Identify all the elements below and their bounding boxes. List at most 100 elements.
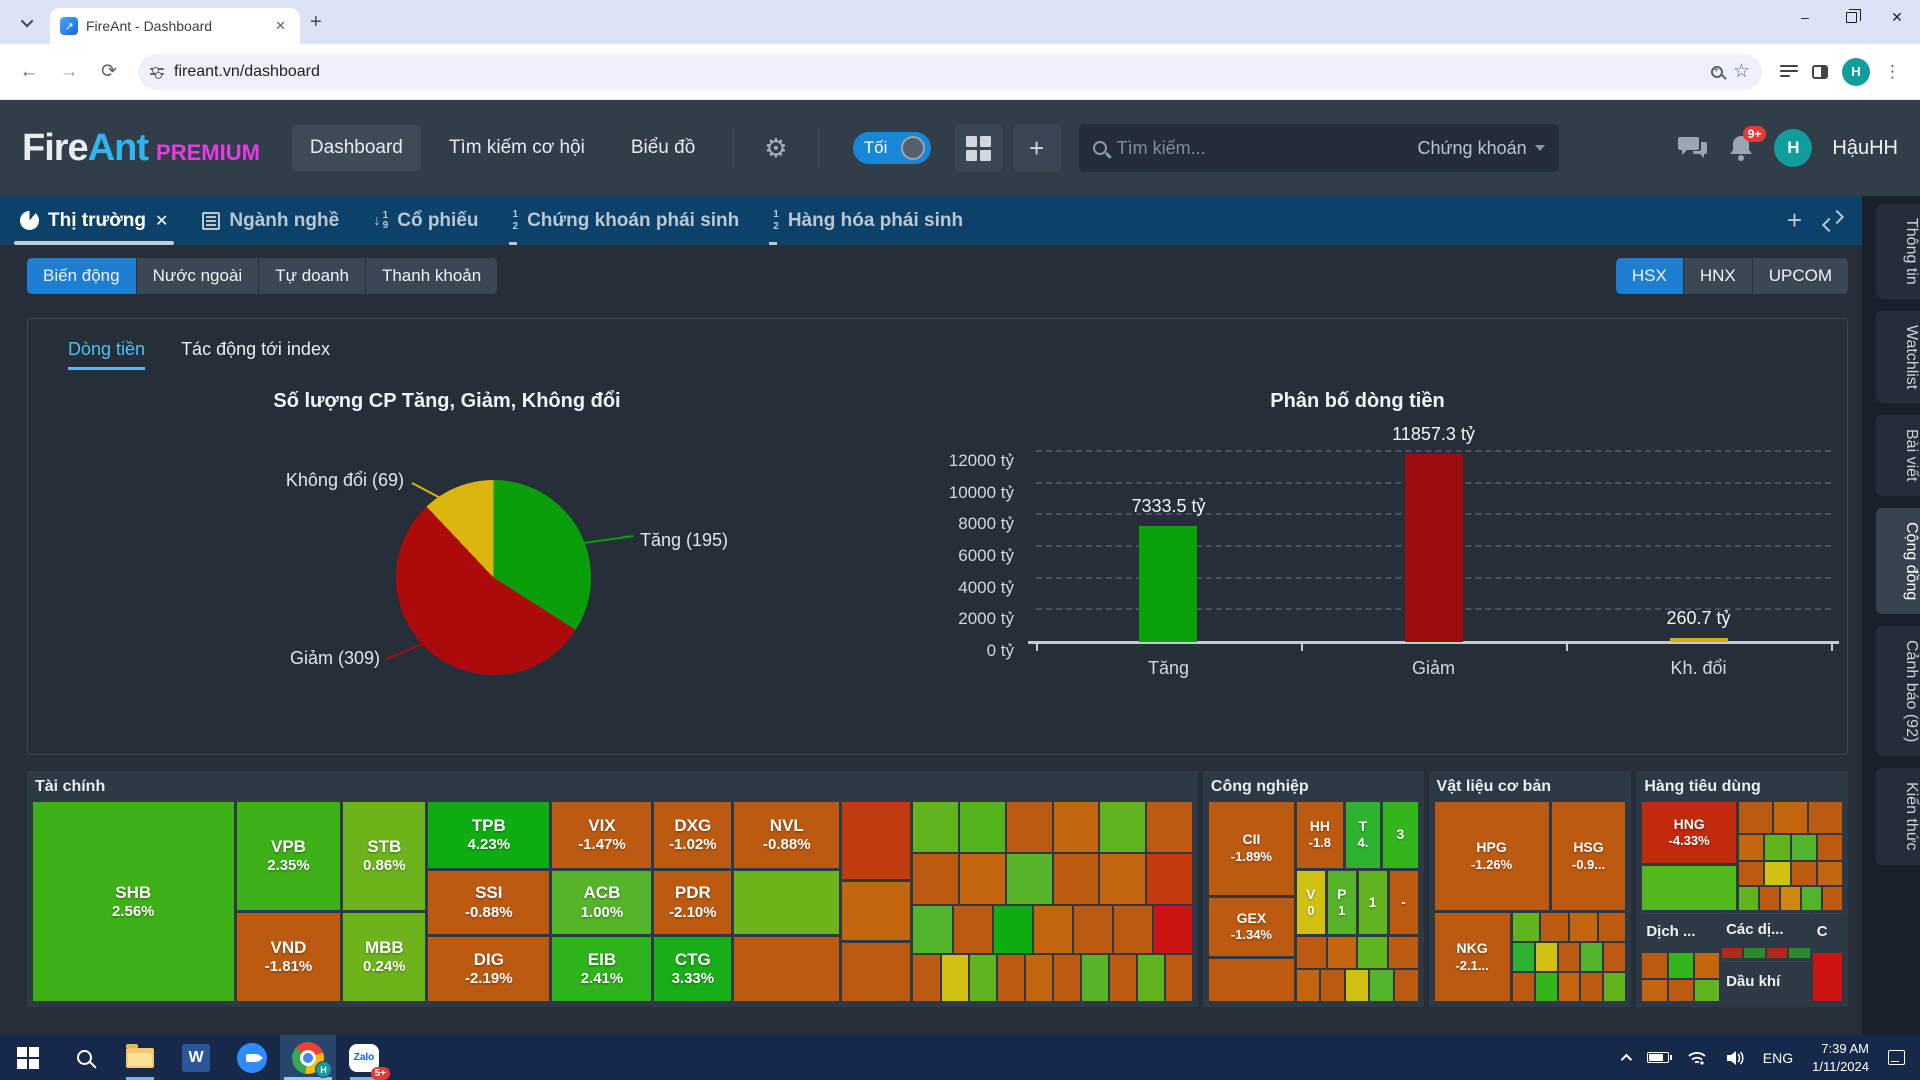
heatmap-tile-small[interactable] [1535, 973, 1557, 1001]
heatmap-tile-vpb[interactable]: VPB 2.35% [236, 802, 341, 910]
search-scope-select[interactable]: Chứng khoán [1417, 138, 1545, 159]
heatmap-tile-small[interactable] [941, 954, 968, 1001]
heatmap-tile-small[interactable] [1165, 954, 1192, 1001]
heatmap-tile-small[interactable] [1395, 970, 1418, 1001]
exchange-hsx[interactable]: HSX [1615, 258, 1684, 294]
heatmap-tile-small[interactable] [953, 906, 992, 953]
heatmap-tile--[interactable]: - [1389, 870, 1418, 935]
heatmap-tile-small[interactable] [1694, 980, 1720, 1001]
heatmap-tile-small[interactable] [1738, 802, 1772, 833]
heatmap-tile-small[interactable] [993, 906, 1032, 953]
heatmap-tile-small[interactable] [1722, 948, 1743, 959]
heatmap-tile-small[interactable] [1073, 906, 1112, 953]
heatmap-tile-small[interactable] [997, 954, 1024, 1001]
heatmap-tile-small[interactable] [1569, 912, 1597, 942]
heatmap-tile-ssi[interactable]: SSI -0.88% [428, 870, 550, 935]
minimize-icon[interactable]: – [1801, 9, 1809, 25]
heatmap-tile-small[interactable] [1759, 887, 1779, 910]
heatmap-tile-small[interactable] [1738, 834, 1764, 860]
heatmap-subsector-label[interactable]: Dầu khí [1722, 961, 1810, 1001]
heatmap-tile-small[interactable] [1765, 834, 1790, 860]
url-bar[interactable]: fireant.vn/dashboard ☆ [138, 53, 1762, 90]
heatmap-tile-small[interactable] [1053, 954, 1080, 1001]
heatmap-tile-small[interactable] [1388, 937, 1418, 969]
heatmap-tile-small[interactable] [1694, 952, 1720, 979]
subtab-tac-dong-index[interactable]: Tác động tới index [181, 339, 330, 359]
zoom-page-icon[interactable] [1710, 64, 1723, 78]
heatmap-tile-small[interactable] [1789, 948, 1810, 959]
heatmap-tile-small[interactable] [1822, 887, 1842, 910]
user-avatar[interactable]: H [1774, 129, 1813, 167]
heatmap-tile-small[interactable] [913, 954, 940, 1001]
heatmap-tile-small[interactable] [1642, 980, 1667, 1001]
tab-close-icon[interactable]: ✕ [275, 18, 286, 33]
heatmap-tile-nvl[interactable]: NVL -0.88% [734, 802, 840, 868]
heatmap-tile-stb[interactable]: STB 0.86% [343, 802, 426, 910]
heatmap-tile-gex[interactable]: GEX -1.34% [1208, 897, 1294, 956]
heatmap-tile[interactable] [734, 870, 840, 935]
reload-icon[interactable]: ⟳ [101, 61, 117, 82]
sidebar-item-thong-tin[interactable]: Thông tin [1876, 204, 1920, 299]
heatmap-tile-mbb[interactable]: MBB 0.24% [343, 912, 426, 1001]
battery-icon[interactable] [1640, 1035, 1676, 1080]
language-indicator[interactable]: ENG [1762, 1049, 1794, 1066]
system-clock[interactable]: 7:39 AM 1/11/2024 [1804, 1040, 1877, 1075]
action-center-icon[interactable] [1881, 1035, 1912, 1080]
heatmap-tile-hpg[interactable]: HPG -1.26% [1434, 802, 1549, 910]
tray-chevron-icon[interactable] [1614, 1035, 1636, 1080]
heatmap-tile-hng[interactable]: HNG -4.33% [1642, 802, 1736, 863]
filter-nuoc-ngoai[interactable]: Nước ngoài [136, 258, 260, 294]
heatmap-tile-small[interactable] [1053, 854, 1099, 905]
heatmap-tile-small[interactable] [1147, 802, 1192, 853]
sidebar-item-cong-dong[interactable]: Cộng đồng [1876, 507, 1920, 614]
heatmap-tile-vix[interactable]: VIX -1.47% [552, 802, 652, 868]
heatmap-tile-small[interactable] [1791, 862, 1816, 886]
heatmap-tile-dxg[interactable]: DXG -1.02% [654, 802, 732, 868]
heatmap-tile-small[interactable] [1006, 802, 1052, 853]
heatmap-tile-3[interactable]: 3 [1383, 802, 1418, 868]
heatmap-tile-small[interactable] [1006, 854, 1052, 905]
add-layout-icon[interactable]: + [1012, 124, 1061, 172]
heatmap-tile-small[interactable] [1100, 802, 1146, 853]
heatmap-tile-small[interactable] [1581, 943, 1603, 972]
heatmap-tile-eib[interactable]: EIB 2.41% [552, 937, 652, 1001]
heatmap-tile[interactable] [1812, 952, 1842, 1001]
app-search[interactable]: Chứng khoán [1078, 124, 1559, 172]
sidebar-item-canh-bao[interactable]: Cảnh báo (92) [1876, 625, 1920, 757]
bell-icon[interactable]: 9+ [1728, 126, 1767, 162]
heatmap-tile-ctg[interactable]: CTG 3.33% [654, 937, 732, 1001]
heatmap-tile-small[interactable] [1327, 937, 1357, 969]
wifi-icon[interactable] [1680, 1035, 1714, 1080]
heatmap-tile-small[interactable] [1137, 954, 1164, 1001]
file-explorer-icon[interactable] [112, 1035, 168, 1080]
heatmap-tile-small[interactable] [1809, 802, 1843, 833]
taskbar-search-icon[interactable] [56, 1035, 112, 1080]
heatmap-subsector-label[interactable]: Các dị... [1722, 912, 1810, 945]
heatmap-tile[interactable] [1208, 958, 1294, 1001]
word-icon[interactable]: W [168, 1035, 224, 1080]
collapse-icon[interactable] [1824, 212, 1842, 230]
heatmap-tile-small[interactable] [969, 954, 996, 1001]
heatmap-tile-small[interactable] [913, 802, 959, 853]
heatmap-tile[interactable] [842, 882, 911, 941]
heatmap-tile-small[interactable] [913, 854, 959, 905]
heatmap-tile-tpb[interactable]: TPB 4.23% [428, 802, 550, 868]
filter-thanh-khoan[interactable]: Thanh khoản [365, 258, 498, 294]
heatmap-tile-small[interactable] [1780, 887, 1800, 910]
heatmap-tile-small[interactable] [1766, 948, 1788, 959]
heatmap-tile-small[interactable] [1738, 862, 1764, 886]
heatmap-tile-1[interactable]: 1 [1358, 870, 1387, 935]
heatmap-tile-small[interactable] [1604, 973, 1626, 1001]
side-panel-icon[interactable] [1812, 64, 1828, 79]
heatmap-tile[interactable] [734, 937, 840, 1001]
start-button[interactable] [0, 1035, 56, 1080]
heatmap-tile-pdr[interactable]: PDR -2.10% [654, 870, 732, 935]
heatmap-tile[interactable] [842, 943, 911, 1002]
heatmap-tile-small[interactable] [1321, 970, 1344, 1001]
browser-menu-dots-icon[interactable]: ⋮ [1884, 61, 1902, 81]
heatmap-tile-small[interactable] [1512, 973, 1534, 1001]
media-controls-icon[interactable] [1780, 64, 1798, 79]
add-tab-icon[interactable]: + [1786, 205, 1802, 235]
heatmap-tile-small[interactable] [1581, 973, 1603, 1001]
fireant-logo[interactable]: Fire Ant PREMIUM [22, 127, 260, 170]
